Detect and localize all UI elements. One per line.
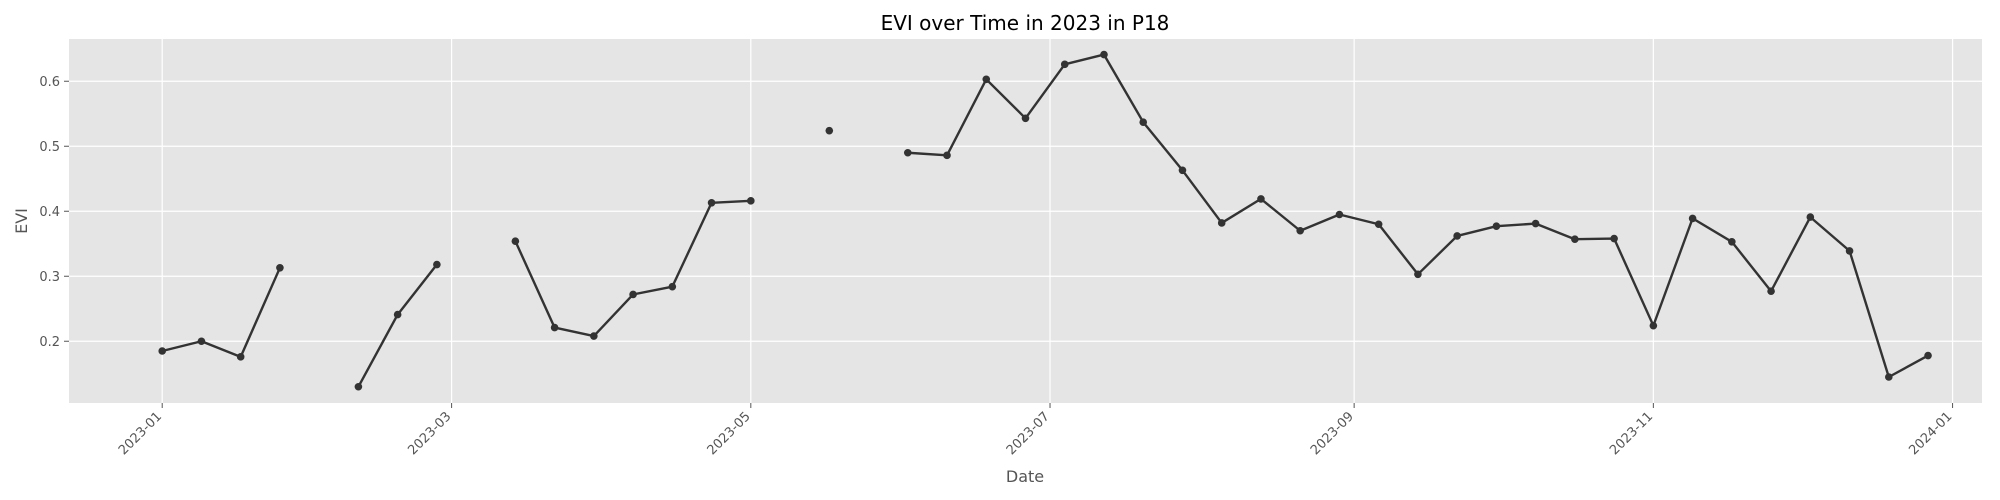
data-point xyxy=(1178,166,1187,175)
data-point xyxy=(1571,235,1579,243)
data-point xyxy=(1217,219,1226,227)
y-tick-label: 0.2 xyxy=(39,335,60,350)
data-point xyxy=(1060,60,1069,69)
plot-area xyxy=(69,39,1982,403)
data-point xyxy=(511,237,520,245)
data-point xyxy=(590,332,598,340)
data-point xyxy=(1610,234,1618,243)
data-point xyxy=(825,126,834,135)
data-point xyxy=(668,282,677,291)
series-evi xyxy=(158,50,1932,391)
data-point xyxy=(1100,50,1108,59)
data-point xyxy=(1885,373,1893,381)
data-point xyxy=(1257,195,1265,203)
data-point xyxy=(1374,220,1383,229)
grid xyxy=(69,39,1982,403)
y-tick-label: 0.5 xyxy=(39,140,60,155)
chart-title: EVI over Time in 2023 in P18 xyxy=(881,11,1170,35)
data-point xyxy=(197,337,206,346)
data-point xyxy=(1531,219,1540,228)
series-line-segment xyxy=(161,267,282,359)
data-point xyxy=(354,382,363,391)
data-point xyxy=(236,353,245,361)
data-point xyxy=(1139,118,1148,126)
data-point xyxy=(276,264,284,272)
y-axis-ticks: 0.2 0.3 0.4 0.5 0.6 xyxy=(39,75,69,350)
data-point xyxy=(982,75,991,84)
x-axis-label: Date xyxy=(1006,467,1044,486)
data-point xyxy=(943,151,951,160)
data-point xyxy=(1021,114,1030,123)
data-point xyxy=(1649,321,1658,330)
data-point xyxy=(550,323,559,332)
data-point xyxy=(707,199,716,207)
data-point xyxy=(629,290,637,299)
data-point xyxy=(1414,270,1422,279)
y-axis-label: EVI xyxy=(12,208,31,234)
data-point xyxy=(1806,213,1815,221)
data-point xyxy=(1335,210,1344,219)
data-point xyxy=(747,197,755,205)
data-point xyxy=(433,260,441,269)
data-point xyxy=(1688,214,1697,223)
y-tick-label: 0.4 xyxy=(39,205,60,220)
data-point xyxy=(393,310,402,319)
data-point xyxy=(1767,287,1775,296)
data-point xyxy=(1453,232,1461,240)
data-point xyxy=(903,148,912,157)
data-point xyxy=(1728,238,1736,246)
data-point xyxy=(1924,351,1932,360)
y-tick-label: 0.6 xyxy=(39,75,60,90)
y-tick-label: 0.3 xyxy=(39,270,60,285)
data-point xyxy=(1492,222,1501,230)
data-point xyxy=(1845,247,1854,255)
data-point xyxy=(158,347,166,355)
data-point xyxy=(1296,226,1304,235)
